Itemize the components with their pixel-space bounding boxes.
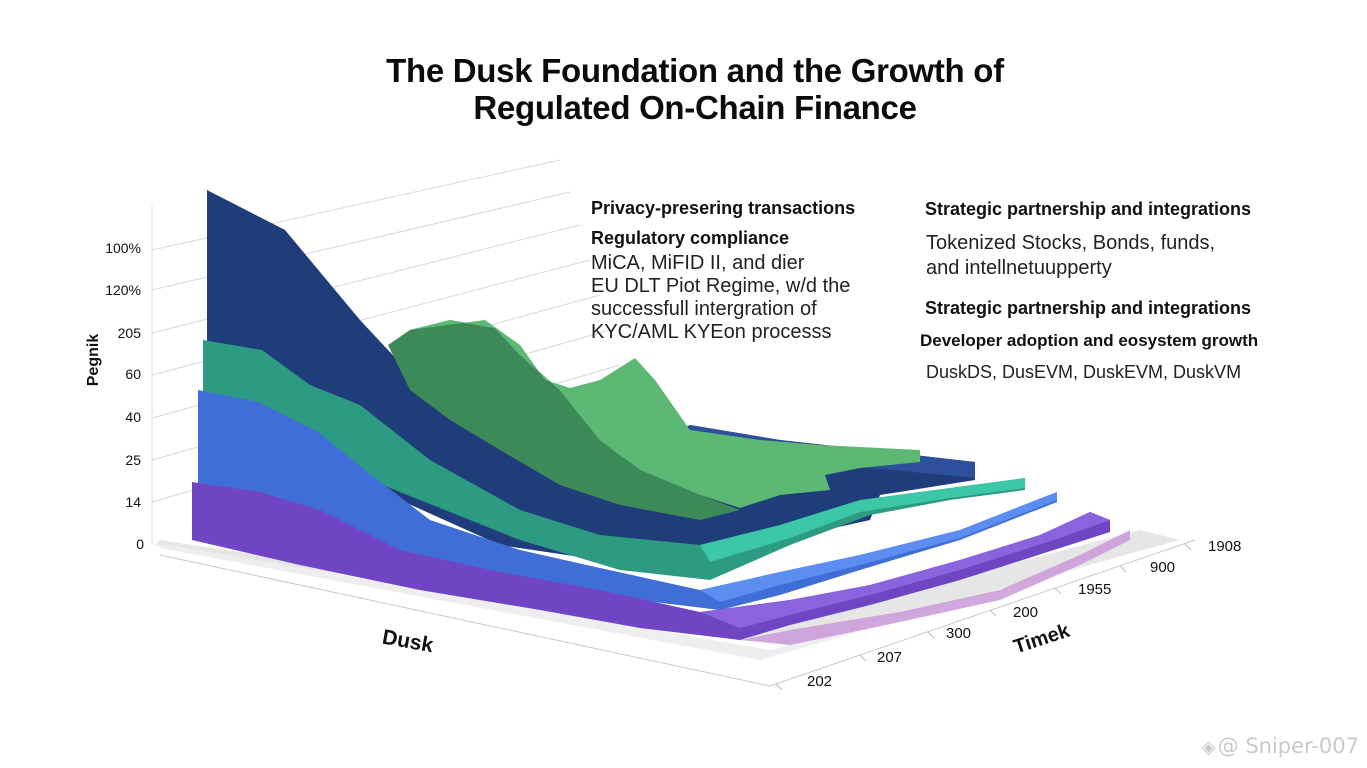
z-tick-4: 1955 <box>1078 581 1111 598</box>
annotation-regulatory-line-2: EU DLT Piot Regime, w/d the <box>591 275 851 297</box>
z-tick-1: 207 <box>877 649 902 666</box>
annotation-partnership-1: Strategic partnership and integrations <box>925 199 1252 219</box>
annotation-tools: DuskDS, DusEVM, DuskEVM, DuskVM <box>926 362 1242 382</box>
annotation-privacy: Privacy-presering transactions <box>591 198 856 218</box>
annotation-partnership-2: Strategic partnership and integrations <box>925 298 1252 318</box>
series-purple <box>192 482 1110 640</box>
y-tick-6: 120% <box>105 282 141 298</box>
z-tick-0: 202 <box>807 673 832 690</box>
chart-title: The Dusk Foundation and the Growth of Re… <box>0 52 1367 126</box>
title-line-2: Regulated On-Chain Finance <box>473 89 917 126</box>
y-tick-7: 100% <box>105 240 141 256</box>
annotation-tokenized-line-2: and intellnetuupperty <box>926 257 1112 279</box>
z-tick-2: 300 <box>946 625 971 642</box>
y-tick-2: 25 <box>125 452 141 468</box>
annotation-regulatory-line-1: MiCA, MiFID II, and dier <box>591 252 805 274</box>
series-blue-top <box>700 492 1057 602</box>
annotation-developer-adoption: Developer adoption and eosystem growth <box>920 331 1259 350</box>
annotation-tokenized-line-1: Tokenized Stocks, Bonds, funds, <box>926 232 1216 254</box>
z-axis-label: Timek <box>1011 619 1073 658</box>
series-green <box>410 320 920 508</box>
watermark: ◈@ Sniper-007 <box>1202 734 1359 758</box>
z-tick-6: 1908 <box>1208 538 1241 555</box>
annotation-regulatory-line-3: successfull intergration of <box>591 298 817 320</box>
y-tick-4: 60 <box>125 366 141 382</box>
watermark-text: @ Sniper-007 <box>1217 734 1359 758</box>
y-tick-1: 14 <box>125 494 141 510</box>
y-tick-0: 0 <box>136 536 144 552</box>
y-tick-5: 205 <box>118 325 142 341</box>
x-axis-label: Dusk <box>380 626 435 658</box>
z-tick-3: 200 <box>1013 604 1038 621</box>
annotation-regulatory-line-4: KYC/AML KYEon processs <box>591 321 832 343</box>
x-axis <box>159 554 771 687</box>
z-axis <box>769 539 1196 687</box>
annotation-regulatory: Regulatory compliance <box>591 228 790 248</box>
title-line-1: The Dusk Foundation and the Growth of <box>386 52 1004 89</box>
series-green-side <box>388 320 740 520</box>
z-tick-5: 900 <box>1150 559 1175 576</box>
watermark-diamond-icon: ◈ <box>1201 737 1216 758</box>
y-tick-3: 40 <box>125 409 141 425</box>
series-purple-top <box>700 512 1110 628</box>
series-teal-top <box>700 478 1025 562</box>
y-axis-label: Pegnik <box>85 334 102 387</box>
series-pink <box>740 530 1130 645</box>
